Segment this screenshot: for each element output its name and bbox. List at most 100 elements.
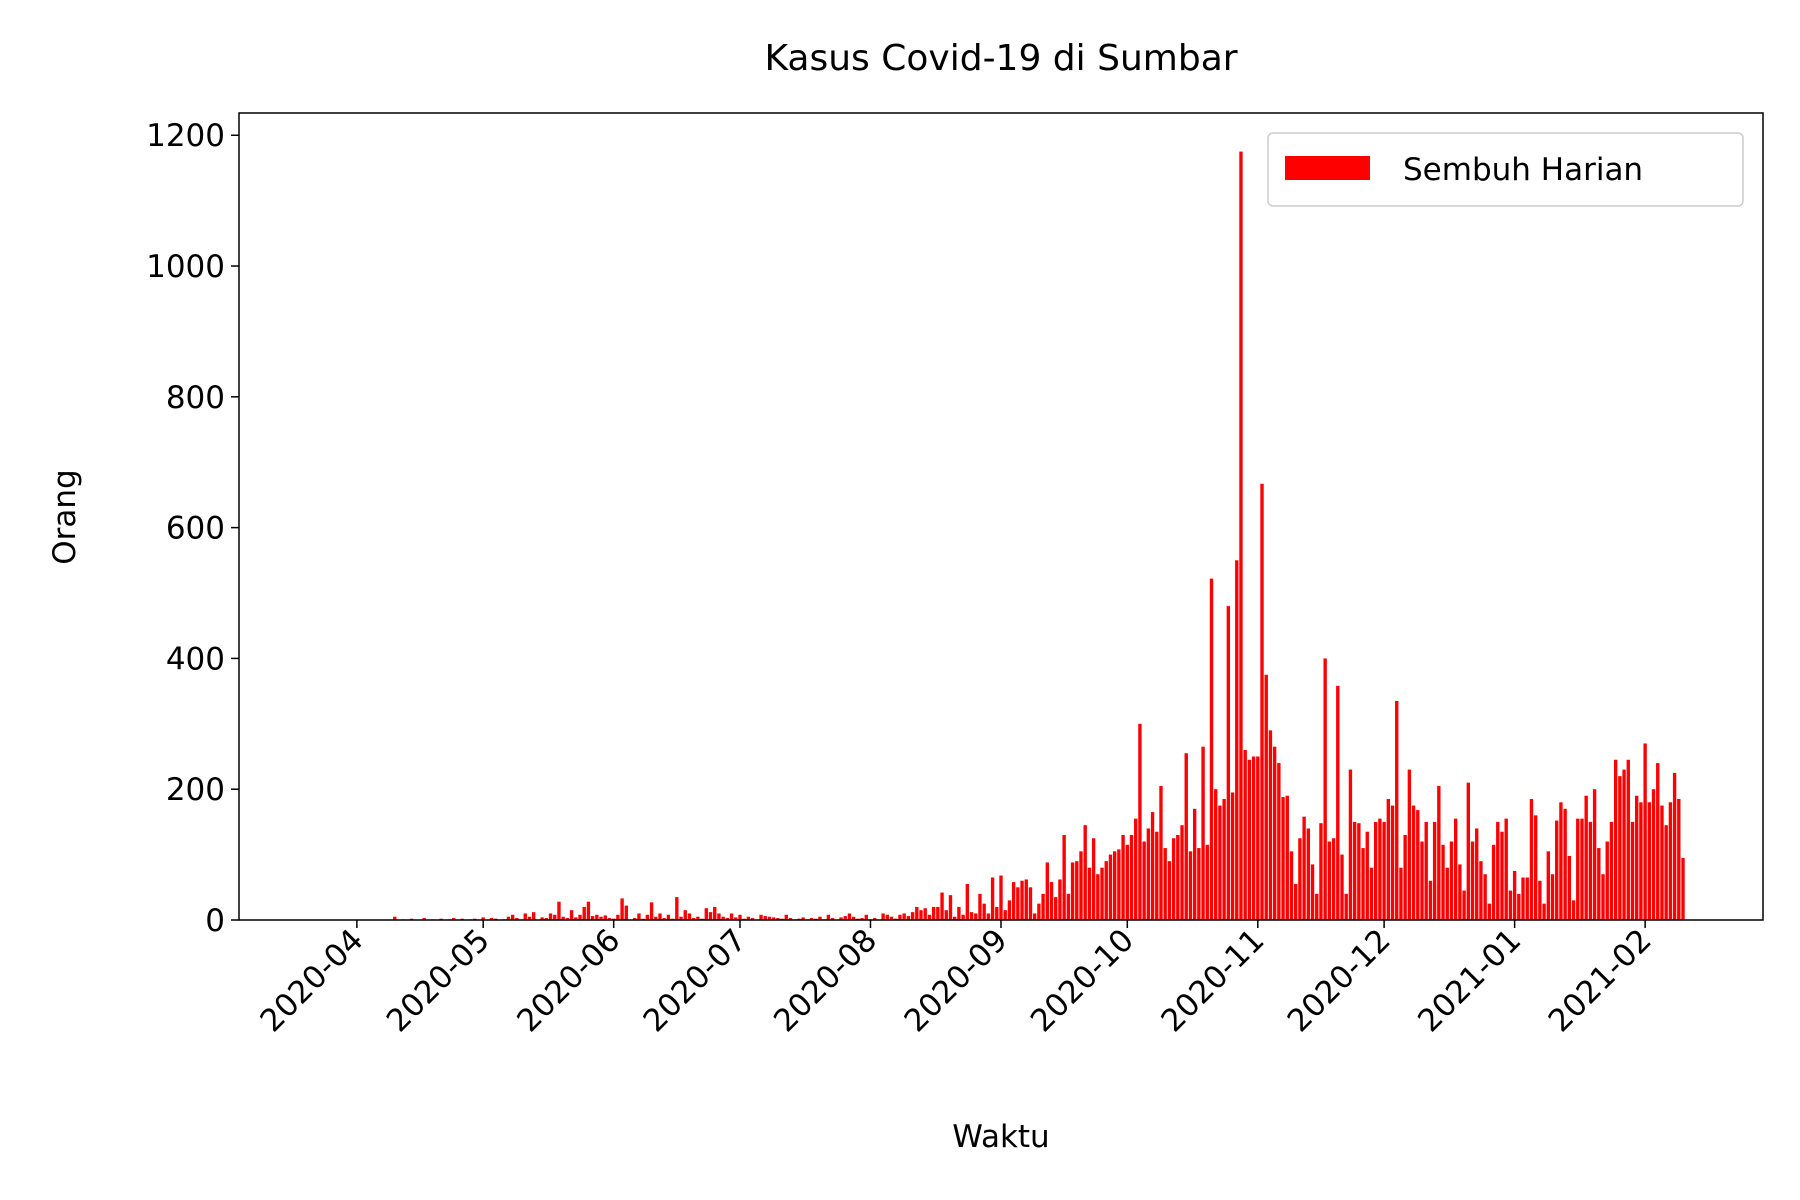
bar — [1399, 867, 1403, 920]
bar — [1230, 792, 1235, 920]
bar — [734, 917, 738, 920]
bar — [940, 892, 944, 920]
bar — [881, 913, 885, 920]
bar — [1277, 763, 1281, 920]
bar — [557, 901, 561, 920]
bar — [1677, 799, 1681, 920]
bar — [898, 914, 902, 920]
bar — [957, 906, 961, 920]
y-tick-label: 1000 — [146, 249, 225, 285]
bar — [1070, 862, 1075, 920]
bar — [1163, 848, 1167, 920]
bar — [1542, 903, 1546, 920]
bar — [1209, 578, 1214, 920]
bar — [1466, 782, 1470, 920]
bar — [1681, 857, 1685, 920]
bar — [1420, 841, 1424, 920]
plot-frame — [238, 112, 1764, 921]
legend-label: Sembuh Harian — [1403, 152, 1643, 188]
bar — [978, 893, 982, 920]
bar — [1235, 560, 1239, 920]
bar — [847, 913, 852, 920]
bar — [1003, 910, 1007, 920]
bar — [1260, 483, 1264, 920]
bar — [1609, 821, 1614, 920]
bar — [1134, 818, 1138, 920]
bar — [510, 914, 515, 920]
bar — [1243, 749, 1247, 920]
bar — [1597, 848, 1601, 920]
bar — [1639, 802, 1643, 920]
bar — [1416, 810, 1420, 920]
bar — [1268, 730, 1273, 920]
bar — [607, 918, 612, 920]
bar — [1470, 841, 1475, 920]
bar — [679, 916, 683, 920]
bar — [788, 918, 793, 920]
bar — [1264, 674, 1268, 920]
y-tick-label: 1200 — [146, 118, 225, 154]
bar — [1117, 849, 1121, 920]
bar — [1555, 820, 1559, 920]
bar — [1449, 841, 1454, 920]
bar — [1374, 821, 1378, 920]
bar — [1155, 831, 1159, 920]
bar — [1432, 821, 1437, 920]
bar — [776, 918, 780, 920]
bar — [1453, 818, 1458, 920]
x-tick-label: 2020-06 — [510, 922, 627, 1039]
bar — [1045, 862, 1049, 920]
bar — [906, 916, 911, 920]
bar — [704, 908, 708, 920]
bar — [1672, 772, 1677, 920]
bar — [1525, 877, 1529, 920]
bar — [590, 916, 595, 920]
bar — [1407, 769, 1412, 920]
bar — [1319, 823, 1323, 920]
bar — [481, 917, 485, 920]
chart-title: Kasus Covid-19 di Sumbar — [764, 38, 1237, 79]
bar — [1605, 841, 1609, 920]
bar — [654, 916, 658, 920]
bar — [1058, 879, 1062, 920]
bar — [1041, 893, 1045, 920]
bar — [1028, 887, 1033, 920]
bar — [578, 914, 582, 920]
bar — [927, 914, 932, 920]
bar — [1142, 841, 1146, 920]
bar — [1483, 874, 1487, 920]
bar — [1635, 795, 1639, 920]
bar — [944, 910, 948, 920]
bar — [1618, 776, 1622, 920]
bar — [1306, 828, 1311, 920]
bar — [1626, 759, 1630, 920]
bar — [1024, 879, 1028, 920]
x-tick-label: 2021-01 — [1411, 922, 1528, 1039]
bar — [1601, 874, 1605, 920]
x-tick-label: 2020-05 — [380, 922, 497, 1039]
bar — [1517, 893, 1521, 920]
bar — [1395, 700, 1399, 920]
bar — [1664, 825, 1668, 920]
bar — [1584, 795, 1588, 920]
bar — [1365, 831, 1369, 920]
bar — [1011, 882, 1016, 920]
bar — [1496, 821, 1500, 920]
bar — [1491, 844, 1496, 920]
x-tick-label: 2020-09 — [898, 922, 1015, 1039]
bar — [885, 914, 890, 920]
bar — [1184, 753, 1188, 920]
bar — [1458, 864, 1462, 920]
bar — [1437, 785, 1441, 920]
bar — [393, 916, 397, 920]
bar — [1138, 723, 1142, 920]
bar — [1096, 874, 1100, 920]
bar — [1563, 808, 1567, 920]
bar — [1613, 759, 1618, 920]
bar — [666, 914, 671, 920]
legend-box — [1267, 132, 1744, 207]
bar — [1411, 805, 1416, 920]
bar — [645, 914, 650, 920]
bar — [540, 917, 544, 920]
bar — [746, 916, 751, 920]
